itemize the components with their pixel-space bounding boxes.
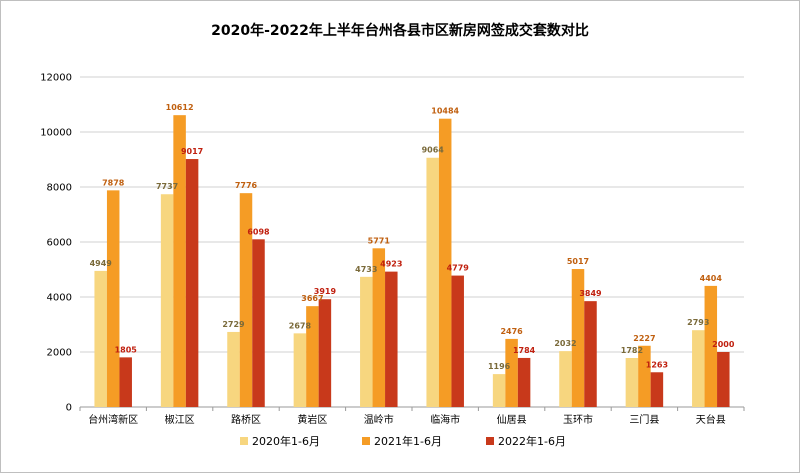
- x-category-label: 仙居县: [497, 413, 527, 426]
- data-label: 2729: [222, 320, 245, 329]
- data-label: 4923: [380, 260, 402, 269]
- x-category-label: 临海市: [430, 413, 460, 426]
- axis-layer: 0 2000 4000 6000 8000 10000 12000 台州湾新区 椒江区 路桥区 黄岩…: [40, 73, 745, 426]
- x-category-label: 黄岩区: [297, 413, 327, 426]
- bar: [559, 351, 572, 407]
- bar: [650, 372, 664, 407]
- legend-swatch: [486, 437, 494, 445]
- bar: [584, 301, 597, 407]
- data-label: 10612: [166, 103, 194, 112]
- x-category-label: 天台县: [696, 413, 726, 426]
- legend: 2020年1-6月 2021年1-6月 2022年1-6月: [240, 434, 566, 448]
- y-tick-label: 4000: [47, 293, 72, 304]
- data-label: 1784: [513, 346, 536, 355]
- y-tick-label: 8000: [47, 183, 72, 194]
- data-label: 1805: [115, 345, 138, 354]
- data-label: 2678: [289, 321, 312, 330]
- y-tick-label: 2000: [47, 348, 72, 359]
- bar: [704, 285, 718, 407]
- bar: [492, 374, 506, 407]
- x-category-label: 温岭市: [364, 413, 394, 426]
- data-label: 1196: [488, 362, 511, 371]
- data-label: 4733: [355, 265, 377, 274]
- data-label: 4949: [90, 259, 113, 268]
- data-label: 2032: [554, 339, 576, 348]
- label-layer: 4949 7737 2729 2678 4733 9064 1196 2032 1782 2793…: [90, 103, 735, 371]
- bar: [119, 357, 132, 407]
- legend-label: 2021年1-6月: [374, 434, 442, 448]
- data-label: 9064: [422, 146, 445, 155]
- bar: [227, 331, 240, 407]
- bar: [293, 333, 307, 407]
- data-label: 7737: [156, 182, 178, 191]
- y-tick-label: 0: [66, 403, 72, 414]
- data-label: 7878: [102, 178, 125, 187]
- chart-title: 2020年-2022年上半年台州各县市区新房网签成交套数对比: [211, 23, 589, 39]
- data-label: 6098: [247, 227, 270, 236]
- bar: [505, 338, 518, 407]
- y-tick-label: 12000: [40, 73, 72, 84]
- bar: [173, 115, 186, 408]
- bar: [360, 276, 373, 407]
- data-label: 4779: [447, 264, 470, 273]
- bar: [638, 345, 651, 407]
- legend-label: 2020年1-6月: [252, 434, 320, 448]
- x-category-label: 路桥区: [231, 413, 261, 426]
- data-label: 3849: [579, 289, 602, 298]
- y-tick-label: 10000: [40, 128, 72, 139]
- bar: [252, 239, 265, 407]
- x-category-label: 椒江区: [165, 413, 195, 426]
- data-label: 9017: [181, 147, 203, 156]
- data-label: 2227: [633, 334, 655, 343]
- data-label: 2000: [712, 340, 735, 349]
- bar: [385, 271, 398, 407]
- bar: [517, 357, 531, 407]
- data-label: 2476: [500, 327, 523, 336]
- bar: [451, 275, 464, 407]
- data-label: 2793: [687, 318, 709, 327]
- legend-label: 2022年1-6月: [498, 434, 566, 448]
- x-category-label: 三门县: [629, 413, 659, 426]
- y-tick-label: 6000: [47, 238, 72, 249]
- bar-layer: [94, 115, 730, 408]
- bar: [571, 269, 585, 407]
- data-label: 3667: [301, 294, 323, 303]
- bar: [318, 299, 332, 407]
- data-label: 1782: [621, 346, 643, 355]
- legend-swatch: [240, 437, 248, 445]
- data-label: 4404: [700, 274, 723, 283]
- bar: [426, 157, 439, 407]
- bar: [717, 352, 730, 407]
- data-label: 5771: [368, 236, 391, 245]
- bar: [438, 118, 452, 407]
- data-label: 5017: [567, 257, 589, 266]
- data-label: 3919: [314, 287, 337, 296]
- bar: [94, 270, 107, 407]
- bar: [306, 306, 319, 407]
- bar: [372, 248, 386, 407]
- x-category-label: 玉环市: [563, 413, 593, 426]
- bar: [625, 357, 639, 407]
- data-label: 7776: [235, 181, 258, 190]
- bar: [160, 194, 174, 407]
- legend-swatch: [362, 437, 370, 445]
- bar: [239, 193, 253, 407]
- data-label: 10484: [431, 107, 459, 116]
- data-label: 1263: [646, 360, 668, 369]
- x-category-label: 台州湾新区: [88, 413, 138, 426]
- bar: [185, 159, 199, 407]
- bar: [106, 190, 120, 407]
- bar: [692, 330, 705, 407]
